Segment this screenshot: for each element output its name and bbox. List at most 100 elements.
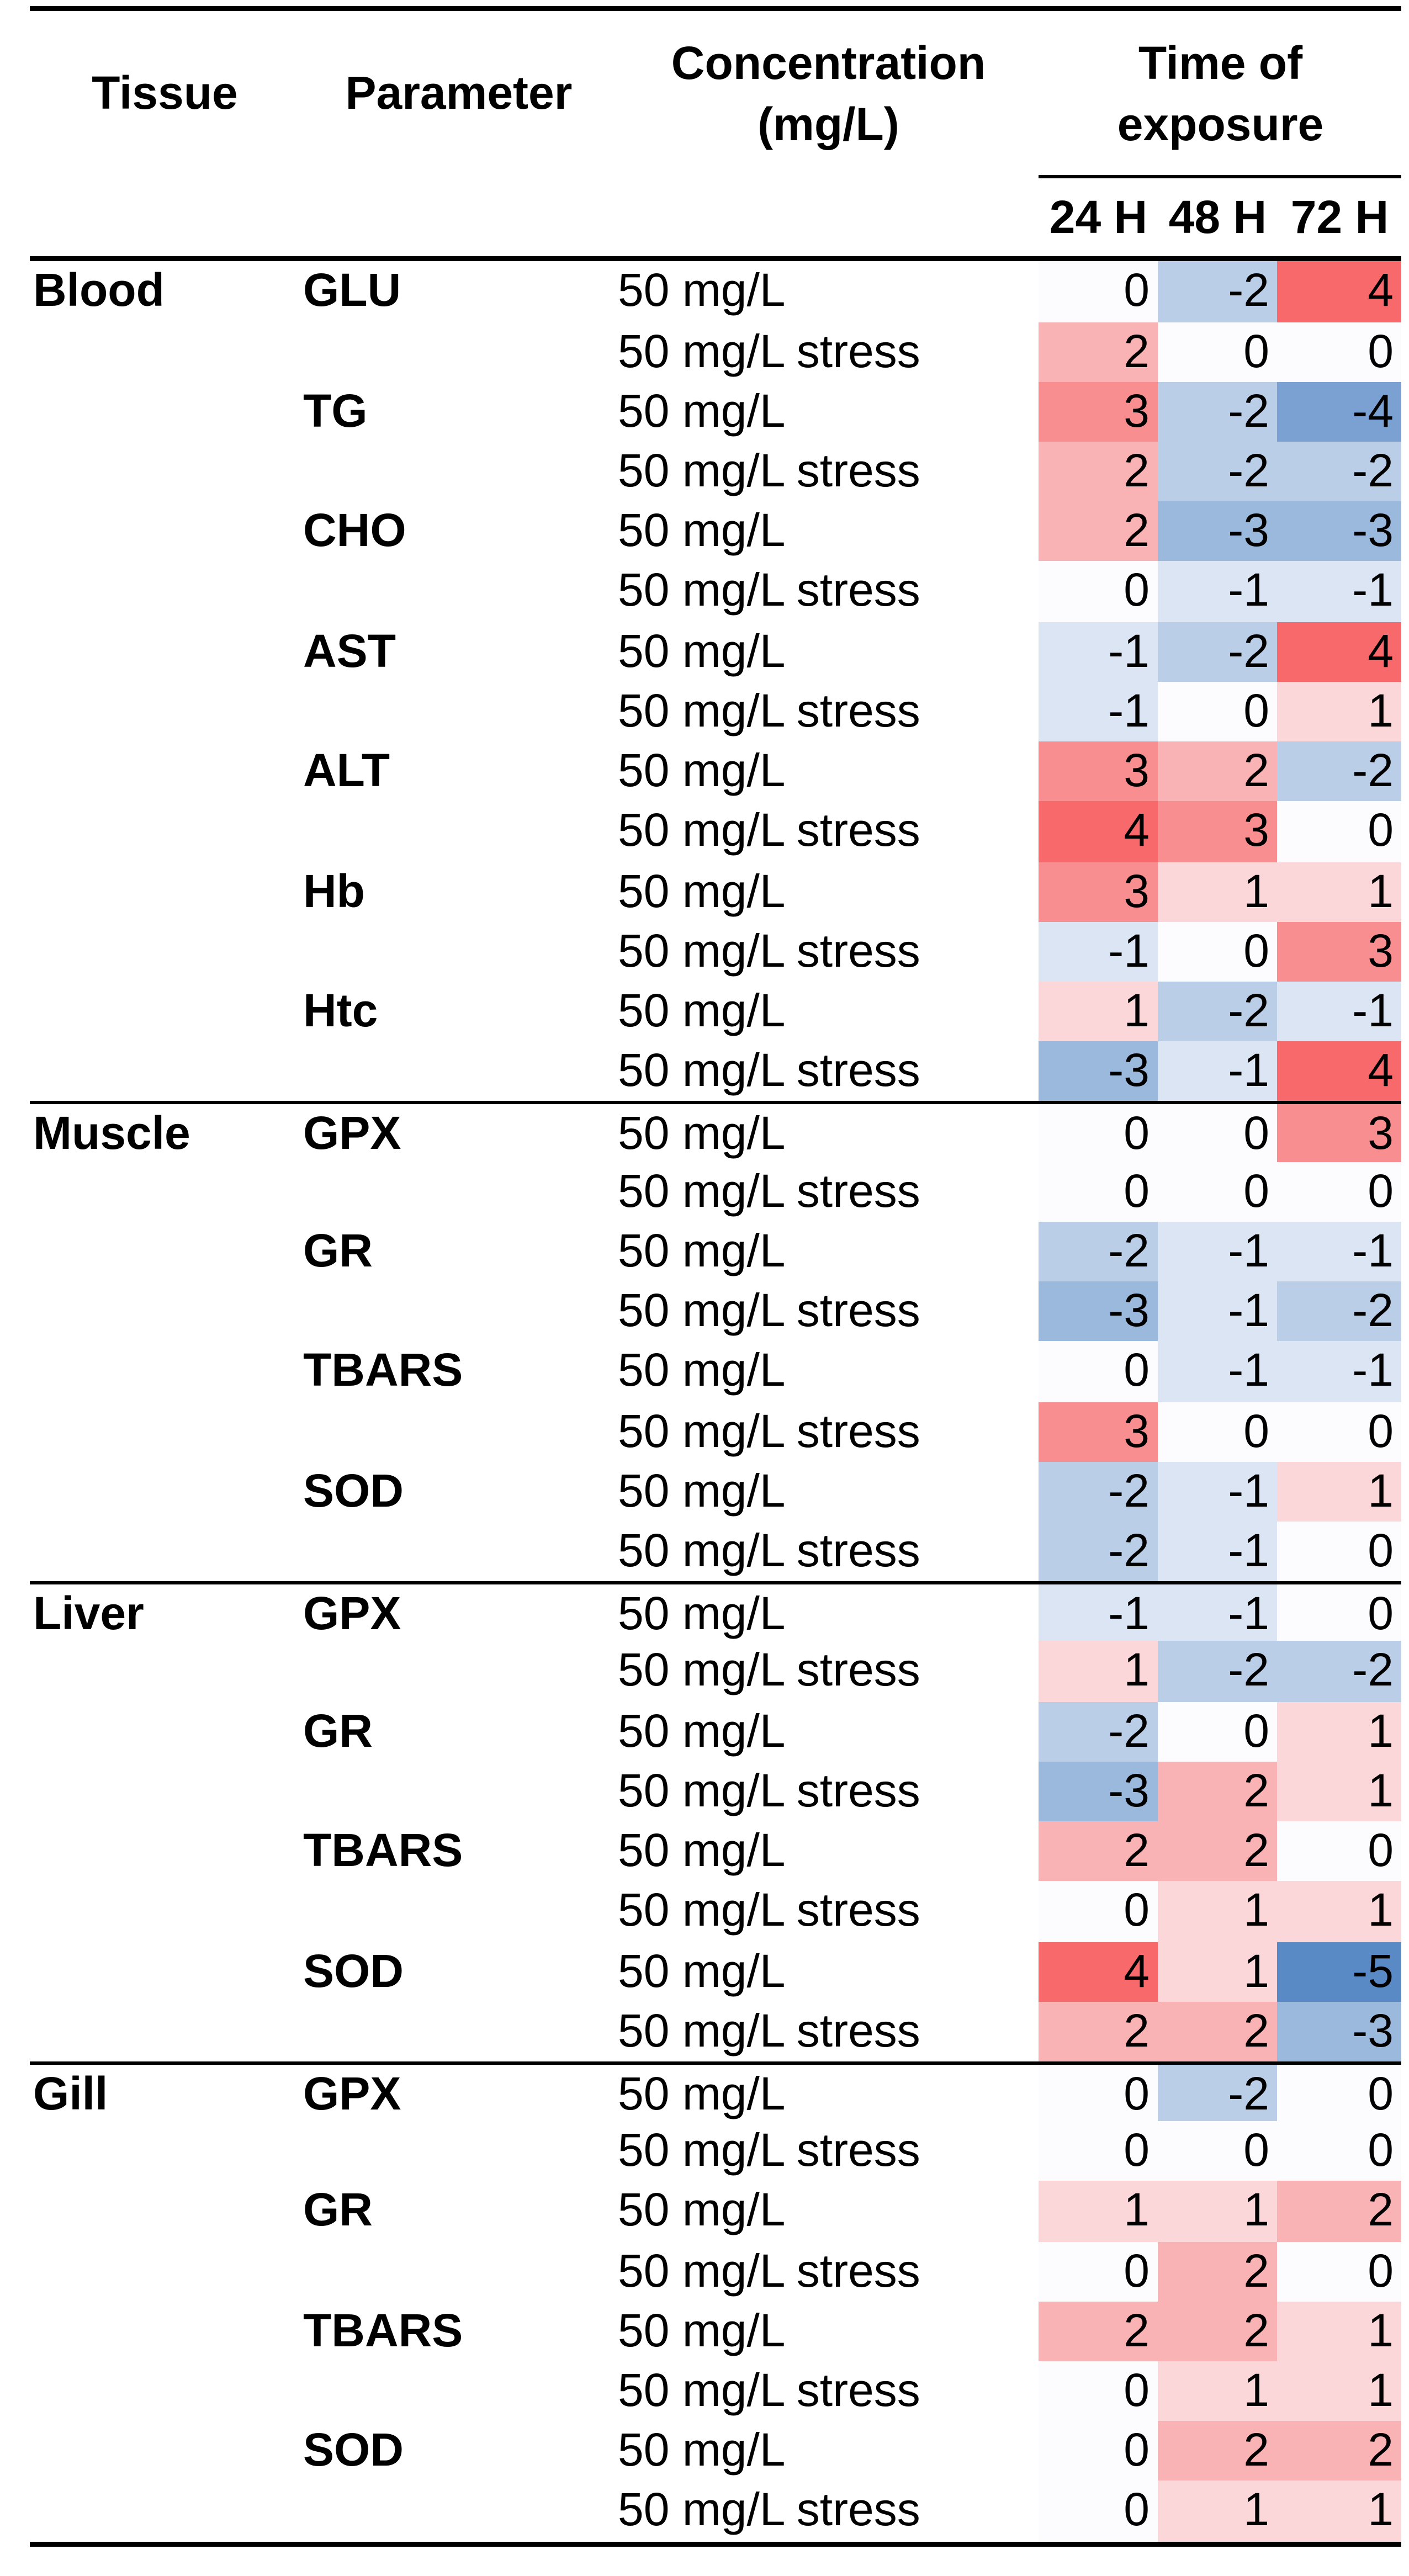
table-row: 50 mg/L stress 0 0 0 [30,2121,1402,2181]
parameter-cell: Htc [303,984,378,1036]
subheader-spacer [618,175,1039,257]
value-cell: 0 [1157,1701,1278,1762]
table-row: Muscle GPX 50 mg/L 0 0 3 [30,1101,1402,1165]
value-cell: 1 [1277,1461,1402,1522]
column-header-time-of-exposure: Time of exposure [1039,32,1402,155]
concentration-cell: 50 mg/L stress [618,1644,920,1696]
value-cell: 0 [1157,1104,1278,1165]
table-body: Blood GLU 50 mg/L 0 -2 4 50 mg/L stress 2 0 0 TG 50… [30,261,1402,2541]
parameter-cell [300,921,618,982]
value-cell: 0 [1277,2241,1402,2301]
value-cell: -2 [1039,1221,1158,1281]
subcolumn-header-48h: 48 H [1168,190,1267,242]
bottom-rule-divider [30,2541,1402,2547]
value-cell: 0 [1157,1401,1278,1461]
parameter-cell [300,321,618,381]
tissue-cell [30,1221,300,1281]
value-cell: -4 [1277,381,1402,442]
concentration-cell: 50 mg/L [618,264,786,316]
parameter-cell: ALT [303,744,390,796]
value-cell: 3 [1039,381,1158,442]
value-cell: 0 [1157,921,1278,982]
table-row: GR 50 mg/L 1 1 2 [30,2181,1402,2241]
table-row: 50 mg/L stress -1 0 1 [30,681,1402,741]
header-rule-divider [30,256,1402,262]
table-row: SOD 50 mg/L 4 1 -5 [30,1941,1402,2001]
value-cell: 1 [1157,1881,1278,1942]
value-cell: -2 [1157,981,1278,1042]
parameter-cell [300,2361,618,2421]
parameter-cell: TBARS [303,1824,463,1876]
value-cell: -3 [1157,501,1278,561]
value-cell: 1 [1157,1941,1278,2001]
table-row: 50 mg/L stress 2 0 0 [30,321,1402,381]
value-cell: 0 [1277,1401,1402,1461]
table-row: 50 mg/L stress 2 2 -3 [30,2001,1402,2061]
value-cell: -2 [1157,1641,1278,1702]
concentration-cell: 50 mg/L [618,384,786,436]
value-cell: 1 [1157,2181,1278,2241]
tissue-cell [30,2181,300,2241]
time-subheader-group: 24 H 48 H 72 H [1039,175,1402,257]
concentration-cell: 50 mg/L [618,1464,786,1516]
value-cell: 0 [1039,2480,1158,2541]
concentration-cell: 50 mg/L stress [618,924,920,976]
table-row: 50 mg/L stress 3 0 0 [30,1401,1402,1461]
value-cell: -2 [1277,741,1402,802]
value-cell: -2 [1039,1701,1158,1762]
tissue-cell [30,1941,300,2001]
time-header-line1: Time of [1138,36,1303,88]
value-cell: 4 [1277,261,1402,322]
value-cell: -1 [1277,1341,1402,1402]
value-cell: -3 [1277,2001,1402,2061]
table-row: TBARS 50 mg/L 2 2 1 [30,2301,1402,2361]
value-cell: 0 [1277,321,1402,381]
parameter-cell [300,2481,618,2541]
parameter-cell: CHO [303,505,406,556]
tissue-cell [30,1161,300,1221]
tissue-cell [30,561,300,622]
tissue-cell [30,501,300,561]
time-header-line2: exposure [1117,98,1324,150]
tissue-cell: Muscle [33,1107,190,1159]
value-cell: 1 [1277,1701,1402,1762]
value-cell: 0 [1157,681,1278,741]
parameter-cell: SOD [303,1464,404,1516]
value-cell: -3 [1277,501,1402,561]
concentration-cell: 50 mg/L stress [618,444,920,496]
value-cell: -1 [1157,561,1278,622]
table-row: TBARS 50 mg/L 2 2 0 [30,1821,1402,1881]
table-header-row: Tissue Parameter Concentration (mg/L) Ti… [30,11,1402,175]
value-cell: 0 [1039,2421,1158,2481]
concentration-cell: 50 mg/L stress [618,2364,920,2416]
value-cell: 0 [1039,2361,1158,2421]
value-cell: 1 [1157,2480,1278,2541]
value-cell: -1 [1039,1584,1158,1645]
parameter-cell [300,561,618,622]
value-cell: 0 [1277,1161,1402,1222]
concentration-cell: 50 mg/L stress [618,2244,920,2296]
concentration-cell: 50 mg/L stress [618,1164,920,1216]
value-cell: 2 [1157,1821,1278,1881]
tissue-cell [30,2241,300,2301]
subheader-spacer [30,175,300,257]
value-cell: 2 [1039,1821,1158,1881]
table-row: GR 50 mg/L -2 0 1 [30,1701,1402,1762]
table-row: 50 mg/L stress -3 2 1 [30,1761,1402,1821]
concentration-cell: 50 mg/L stress [618,1884,920,1936]
concentration-cell: 50 mg/L stress [618,325,920,377]
table-row: 50 mg/L stress -3 -1 -2 [30,1281,1402,1342]
value-cell: 0 [1039,1104,1158,1165]
concentration-cell: 50 mg/L stress [618,804,920,856]
table-row: TBARS 50 mg/L 0 -1 -1 [30,1341,1402,1402]
value-cell: -1 [1157,1584,1278,1645]
parameter-cell [300,1041,618,1101]
tissue-cell [30,1281,300,1342]
parameter-cell: GPX [303,1588,401,1640]
value-cell: -1 [1277,981,1402,1042]
value-cell: 4 [1039,1941,1158,2001]
value-cell: 0 [1039,2241,1158,2301]
value-cell: -3 [1039,1761,1158,1821]
tissue-cell [30,2301,300,2361]
value-cell: 2 [1039,441,1158,502]
